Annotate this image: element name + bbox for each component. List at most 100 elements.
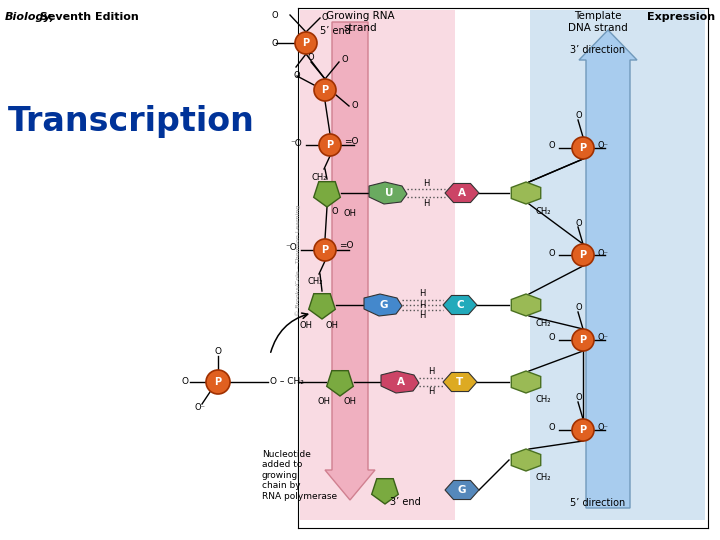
Polygon shape xyxy=(445,481,479,500)
Text: O⁻: O⁻ xyxy=(597,248,608,258)
FancyArrow shape xyxy=(325,22,375,500)
Text: ⁻O: ⁻O xyxy=(285,244,297,253)
Polygon shape xyxy=(445,184,479,202)
Text: P: P xyxy=(580,143,587,153)
Circle shape xyxy=(572,137,594,159)
Text: OH: OH xyxy=(326,321,339,329)
Polygon shape xyxy=(443,295,477,314)
Text: P: P xyxy=(580,335,587,345)
Text: Expression: Expression xyxy=(647,12,715,22)
Text: OH: OH xyxy=(344,397,357,407)
Text: 3’ end: 3’ end xyxy=(390,497,420,507)
Circle shape xyxy=(572,244,594,266)
Polygon shape xyxy=(327,370,354,396)
Text: O: O xyxy=(576,111,582,120)
Polygon shape xyxy=(372,478,398,504)
Text: =O: =O xyxy=(344,137,359,145)
Text: P: P xyxy=(321,85,328,95)
Text: CH₂: CH₂ xyxy=(307,278,323,287)
Text: Growing RNA
strand: Growing RNA strand xyxy=(325,11,395,32)
Text: O: O xyxy=(271,10,278,19)
Text: 5’ direction: 5’ direction xyxy=(570,498,626,508)
Text: O: O xyxy=(293,71,300,79)
Text: O: O xyxy=(576,394,582,402)
Text: O: O xyxy=(307,53,314,63)
Text: H: H xyxy=(423,199,429,207)
Text: H: H xyxy=(419,289,426,299)
Text: O: O xyxy=(331,206,338,215)
Text: G: G xyxy=(379,300,388,310)
Text: H: H xyxy=(419,300,426,309)
Text: 5’ end: 5’ end xyxy=(320,26,351,36)
Text: =O: =O xyxy=(339,241,354,251)
Text: H: H xyxy=(419,312,426,321)
Polygon shape xyxy=(511,182,541,204)
Text: H: H xyxy=(423,179,429,187)
Text: CH₂: CH₂ xyxy=(536,206,552,215)
Circle shape xyxy=(572,419,594,441)
Text: U: U xyxy=(384,188,393,198)
Text: Template
DNA strand: Template DNA strand xyxy=(568,11,628,32)
Polygon shape xyxy=(511,449,541,471)
Circle shape xyxy=(314,79,336,101)
Text: O: O xyxy=(322,12,328,22)
Polygon shape xyxy=(511,371,541,393)
Text: H: H xyxy=(428,368,434,376)
Text: O: O xyxy=(271,39,278,49)
Text: P: P xyxy=(321,245,328,255)
Polygon shape xyxy=(511,294,541,316)
Polygon shape xyxy=(369,182,407,204)
Polygon shape xyxy=(443,373,477,392)
Text: CH₂: CH₂ xyxy=(536,474,552,483)
Bar xyxy=(530,10,705,520)
Text: O: O xyxy=(549,423,555,433)
Circle shape xyxy=(572,329,594,351)
Text: A: A xyxy=(458,188,466,198)
Text: O⁻: O⁻ xyxy=(597,141,608,151)
Text: CH₂: CH₂ xyxy=(536,395,552,404)
Text: Transcription: Transcription xyxy=(8,105,255,138)
Text: O: O xyxy=(549,248,555,258)
Text: CH₂: CH₂ xyxy=(536,319,552,327)
Text: Seventh Edition: Seventh Edition xyxy=(36,12,139,22)
Circle shape xyxy=(314,239,336,261)
Text: O⁻: O⁻ xyxy=(194,403,205,413)
Text: O: O xyxy=(215,348,222,356)
Text: H: H xyxy=(428,388,434,396)
Text: OH: OH xyxy=(300,321,313,329)
Text: © Brooks/Cole – Thomson Learning: © Brooks/Cole – Thomson Learning xyxy=(295,204,301,315)
Text: O – CH₂: O – CH₂ xyxy=(270,377,304,387)
Text: P: P xyxy=(580,425,587,435)
Text: G: G xyxy=(458,485,467,495)
Text: P: P xyxy=(302,38,310,48)
Polygon shape xyxy=(381,371,419,393)
Text: P: P xyxy=(580,250,587,260)
Circle shape xyxy=(319,134,341,156)
Text: 3’ direction: 3’ direction xyxy=(570,45,626,55)
Polygon shape xyxy=(314,181,341,207)
Text: A: A xyxy=(397,377,405,387)
Text: O: O xyxy=(181,377,188,387)
Text: O: O xyxy=(549,334,555,342)
Text: CH₂: CH₂ xyxy=(312,172,328,181)
Circle shape xyxy=(206,370,230,394)
Text: P: P xyxy=(215,377,222,387)
Text: Biology,: Biology, xyxy=(5,12,55,22)
Text: O: O xyxy=(576,219,582,227)
Text: OH: OH xyxy=(343,210,356,219)
Circle shape xyxy=(295,32,317,54)
Text: P: P xyxy=(326,140,333,150)
Bar xyxy=(300,10,455,520)
Text: O: O xyxy=(351,100,358,110)
Text: O: O xyxy=(549,141,555,151)
Text: OH: OH xyxy=(318,397,331,407)
Text: C: C xyxy=(456,300,464,310)
Polygon shape xyxy=(364,294,402,316)
Text: O⁻: O⁻ xyxy=(597,423,608,433)
Text: O⁻: O⁻ xyxy=(597,334,608,342)
Text: O: O xyxy=(576,303,582,313)
Text: O: O xyxy=(341,56,348,64)
Text: Nucleotide
added to
growing
chain by
RNA polymerase: Nucleotide added to growing chain by RNA… xyxy=(262,450,337,501)
FancyArrow shape xyxy=(579,30,637,508)
Text: T: T xyxy=(456,377,464,387)
